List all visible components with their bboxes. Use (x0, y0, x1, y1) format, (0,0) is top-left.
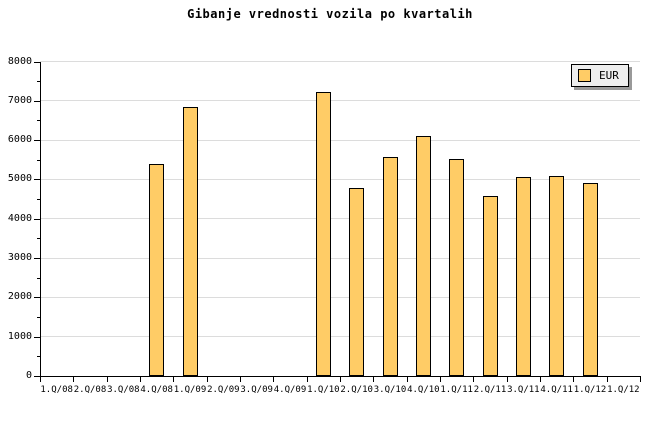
x-axis-tick (373, 376, 375, 382)
y-axis-tick (34, 218, 40, 220)
x-axis-tick (306, 376, 308, 382)
y-axis-tick (34, 100, 40, 102)
x-axis-label: 2.Q/11 (473, 384, 507, 395)
gridline (40, 61, 640, 62)
x-axis-tick (206, 376, 208, 382)
gridline (40, 218, 640, 220)
y-axis-label: 8000 (7, 55, 32, 67)
x-axis-label: 3.Q/11 (507, 384, 540, 395)
x-axis-tick (573, 376, 575, 382)
x-axis-label: 1.Q/10 (307, 384, 340, 395)
legend: EUR (571, 64, 629, 87)
y-axis-label: 3000 (7, 252, 32, 264)
y-axis-tick (34, 140, 40, 142)
x-axis-label: 4.Q/11 (540, 384, 573, 395)
gridline (40, 178, 640, 180)
bar (549, 175, 565, 376)
y-axis-minor-tick (37, 199, 40, 201)
gridline (40, 257, 640, 259)
y-axis-tick (34, 258, 40, 260)
x-axis-tick (240, 376, 241, 382)
y-axis-minor-tick (37, 120, 40, 122)
y-axis-minor-tick (37, 81, 40, 83)
x-axis-tick (440, 376, 441, 382)
y-axis-label: 7000 (7, 94, 32, 106)
gridline (40, 296, 640, 298)
y-axis-label: 0 (25, 370, 32, 381)
y-axis-label: 2000 (7, 291, 32, 303)
x-axis-label: 1.Q/12 (607, 384, 640, 395)
x-axis-tick (506, 376, 508, 382)
x-axis-tick (606, 376, 608, 382)
bar (449, 158, 465, 376)
y-axis-tick (34, 297, 40, 299)
gridline (40, 139, 640, 141)
gridline (40, 100, 640, 102)
x-axis-label: 3.Q/09 (240, 384, 273, 395)
y-axis-label: 4000 (7, 212, 32, 224)
x-axis-label: 3.Q/08 (107, 384, 140, 395)
y-axis-minor-tick (37, 277, 40, 279)
x-axis-label: 2.Q/10 (340, 384, 373, 395)
legend-color-swatch-icon (578, 69, 591, 82)
gridline (40, 336, 640, 338)
bar (515, 176, 531, 376)
y-axis-line (40, 61, 41, 377)
x-axis-label: 1.Q/08 (40, 384, 73, 395)
x-axis-tick (473, 376, 475, 382)
bar (315, 91, 331, 376)
x-axis-tick (273, 376, 275, 382)
x-axis-label: 1.Q/12 (573, 384, 607, 395)
x-axis-tick (73, 376, 75, 382)
bar (482, 196, 498, 376)
bar (415, 135, 431, 376)
legend-label: EUR (599, 69, 619, 82)
bar (382, 157, 398, 376)
x-axis-tick (173, 376, 175, 382)
y-axis-tick (34, 61, 40, 63)
x-axis-tick (540, 376, 541, 382)
x-axis-tick (40, 376, 41, 382)
bar (149, 164, 165, 376)
x-axis-label: 4.Q/10 (407, 384, 440, 395)
x-axis-label: 1.Q/11 (440, 384, 473, 395)
x-axis-label: 4.Q/09 (273, 384, 307, 395)
x-axis-label: 4.Q/08 (140, 384, 173, 395)
x-axis-label: 1.Q/09 (173, 384, 207, 395)
x-axis-tick (106, 376, 108, 382)
bar (182, 107, 198, 376)
y-axis-minor-tick (37, 238, 40, 240)
bar (582, 182, 598, 376)
x-axis-tick (140, 376, 141, 382)
bar (349, 188, 365, 376)
y-axis-tick (34, 376, 40, 377)
x-axis-tick (340, 376, 341, 382)
x-axis-label: 2.Q/09 (207, 384, 240, 395)
chart-title: Gibanje vrednosti vozila po kvartalih (187, 7, 473, 21)
x-axis-label: 2.Q/08 (73, 384, 107, 395)
x-axis-tick (640, 376, 641, 382)
x-axis-label: 3.Q/10 (373, 384, 407, 395)
y-axis-label: 6000 (7, 134, 32, 146)
y-axis-tick (34, 179, 40, 181)
y-axis-label: 1000 (7, 330, 32, 342)
y-axis-tick (34, 336, 40, 338)
y-axis-minor-tick (37, 159, 40, 161)
y-axis-label: 5000 (7, 173, 32, 185)
y-axis-minor-tick (37, 356, 40, 358)
y-axis-minor-tick (37, 317, 40, 319)
x-axis-tick (406, 376, 408, 382)
